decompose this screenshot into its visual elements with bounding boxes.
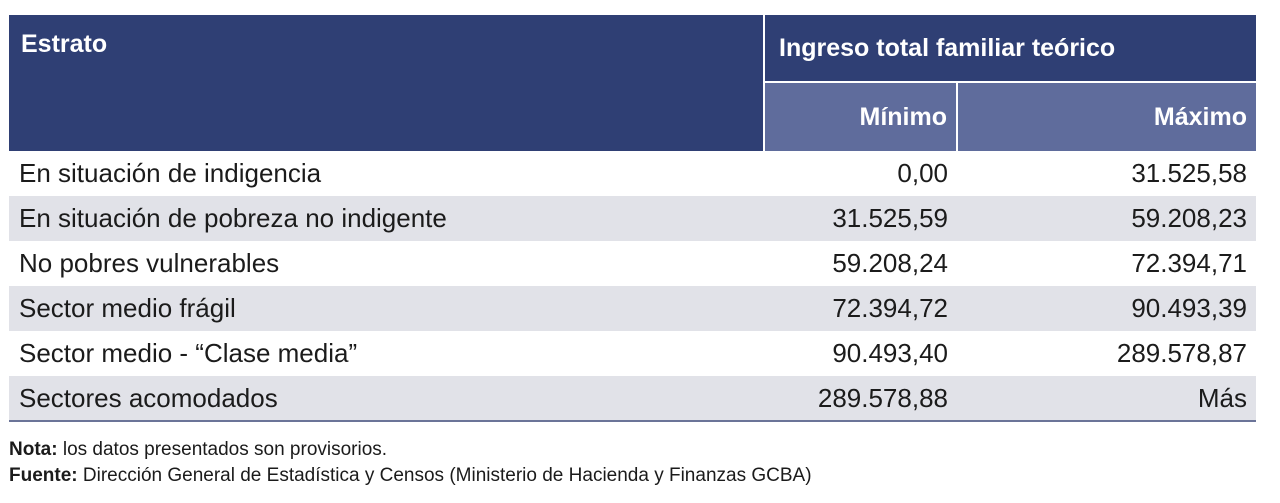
row-maximo: 59.208,23 [957,196,1256,241]
row-maximo: 31.525,58 [957,151,1256,196]
nota-text: los datos presentados son provisorios. [57,439,388,460]
row-maximo: 72.394,71 [957,241,1256,286]
row-maximo: 289.578,87 [957,331,1256,376]
row-maximo: Más [957,376,1256,422]
table-row: En situación de indigencia 0,00 31.525,5… [9,151,1256,196]
row-minimo: 72.394,72 [764,286,957,331]
fuente-text: Dirección General de Estadística y Censo… [77,465,812,486]
header-estrato: Estrato [9,15,764,151]
row-minimo: 31.525,59 [764,196,957,241]
table-header: Estrato Ingreso total familiar teórico M… [9,15,1256,151]
row-minimo: 59.208,24 [764,241,957,286]
table-notes: Nota: los datos presentados son provisor… [9,437,812,489]
row-estrato: En situación de pobreza no indigente [9,196,764,241]
row-minimo: 0,00 [764,151,957,196]
row-estrato: No pobres vulnerables [9,241,764,286]
header-maximo: Máximo [956,81,1256,151]
income-strata-table: Estrato Ingreso total familiar teórico M… [9,15,1256,422]
row-estrato: Sectores acomodados [9,376,764,422]
table-body: En situación de indigencia 0,00 31.525,5… [9,151,1256,422]
nota-line: Nota: los datos presentados son provisor… [9,437,812,463]
row-minimo: 90.493,40 [764,331,957,376]
fuente-label: Fuente: [9,465,78,486]
table-row: En situación de pobreza no indigente 31.… [9,196,1256,241]
row-maximo: 90.493,39 [957,286,1256,331]
row-estrato: En situación de indigencia [9,151,764,196]
table-row: Sectores acomodados 289.578,88 Más [9,376,1256,422]
row-estrato: Sector medio - “Clase media” [9,331,764,376]
fuente-line: Fuente: Dirección General de Estadística… [9,463,812,489]
table-row: Sector medio frágil 72.394,72 90.493,39 [9,286,1256,331]
income-strata-table-container: Estrato Ingreso total familiar teórico M… [9,15,1256,422]
nota-label: Nota: [9,439,58,460]
header-ingreso-group: Ingreso total familiar teórico [763,15,1256,82]
row-minimo: 289.578,88 [764,376,957,422]
header-minimo: Mínimo [763,81,957,151]
table-row: Sector medio - “Clase media” 90.493,40 2… [9,331,1256,376]
row-estrato: Sector medio frágil [9,286,764,331]
table-row: No pobres vulnerables 59.208,24 72.394,7… [9,241,1256,286]
